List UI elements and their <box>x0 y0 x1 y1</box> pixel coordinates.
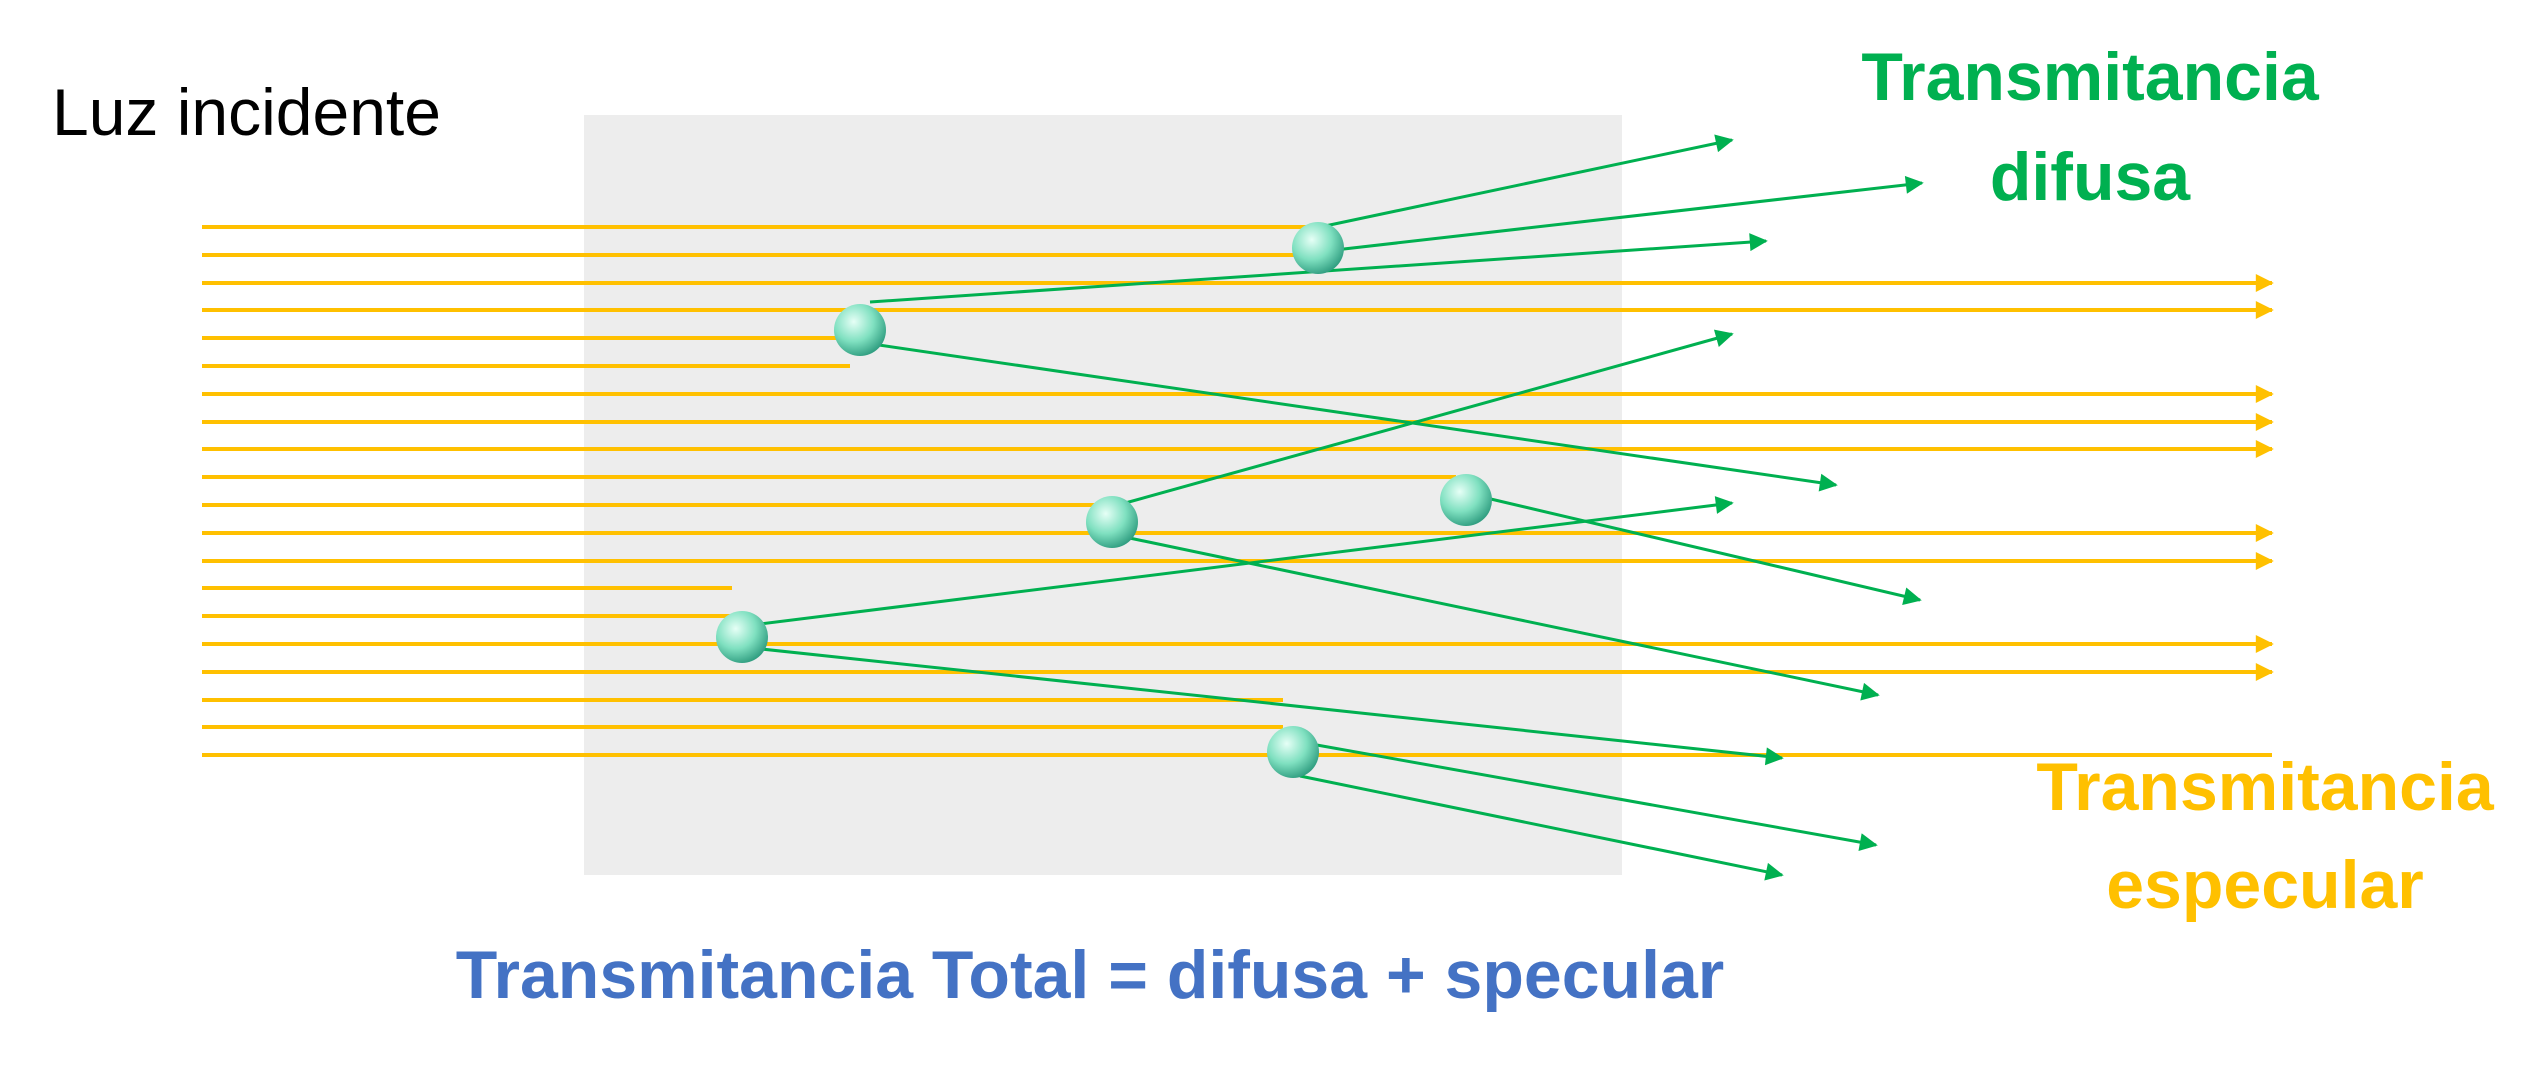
diffuse-transmittance-label-line2: difusa <box>1990 139 2191 215</box>
scattering-particle <box>1267 726 1319 778</box>
diffuse-ray <box>1299 774 1784 881</box>
scattering-particle <box>834 304 886 356</box>
diffuse-ray <box>871 342 1838 492</box>
diffuse-ray <box>1324 134 1734 228</box>
diffuse-ray <box>751 496 1734 627</box>
diffuse-scattered-rays <box>751 134 1924 881</box>
diffuse-ray <box>1299 740 1878 852</box>
scattering-particle <box>716 611 768 663</box>
diffuse-ray <box>751 646 1784 766</box>
incident-light-label: Luz incidente <box>52 75 441 149</box>
scattering-particle <box>1440 474 1492 526</box>
diffuse-ray <box>1477 494 1922 606</box>
diffuse-ray <box>1334 175 1924 252</box>
specular-transmitted-rays <box>202 274 2274 757</box>
total-transmittance-equation: Transmitancia Total = difusa + specular <box>456 937 1725 1013</box>
diffuse-ray <box>1117 329 1734 507</box>
diffuse-transmittance-label-line1: Transmitancia <box>1861 39 2319 115</box>
specular-transmittance-label-line1: Transmitancia <box>2036 749 2494 825</box>
incident-rays <box>202 225 1620 757</box>
scattering-particles <box>716 222 1492 778</box>
specular-transmittance-label-line2: especular <box>2106 847 2424 923</box>
scattering-particle <box>1292 222 1344 274</box>
scattering-particle <box>1086 496 1138 548</box>
